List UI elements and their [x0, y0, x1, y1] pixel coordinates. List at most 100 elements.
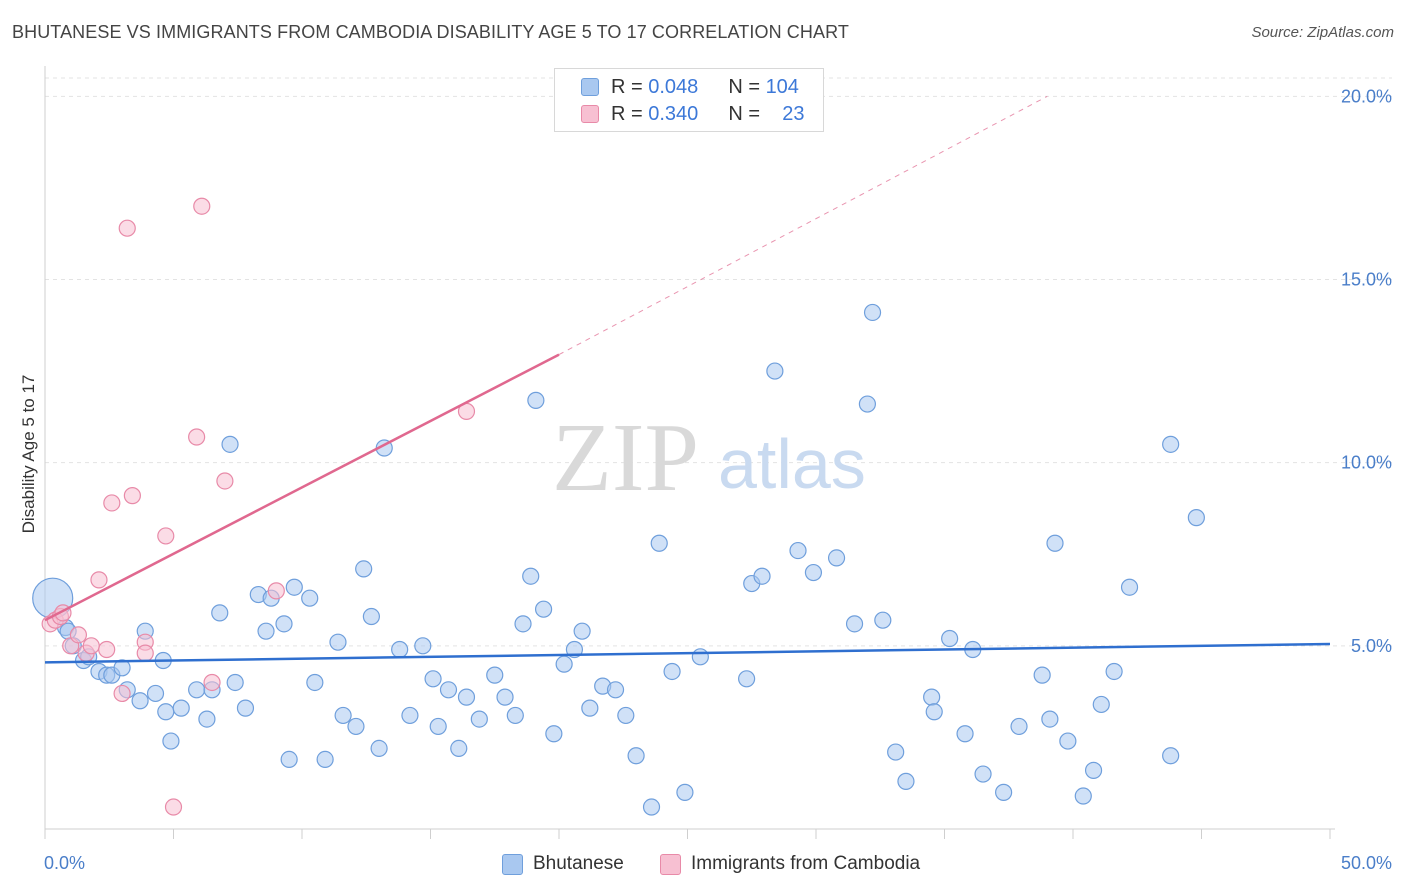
point-cambodia [157, 527, 175, 545]
y-tick-label: 10.0% [1341, 453, 1392, 473]
source-label: Source: ZipAtlas.com [1251, 24, 1394, 41]
point-bhutanese [897, 772, 915, 790]
point-bhutanese [1059, 732, 1077, 750]
point-bhutanese [188, 681, 206, 699]
point-bhutanese [424, 670, 442, 688]
point-bhutanese [486, 666, 504, 684]
point-bhutanese [650, 534, 668, 552]
chart-title: BHUTANESE VS IMMIGRANTS FROM CAMBODIA DI… [12, 22, 849, 42]
point-bhutanese [691, 648, 709, 666]
trendline-bhutanese [44, 642, 1331, 664]
bottom-legend-label: Immigrants from Cambodia [691, 853, 921, 874]
point-bhutanese [581, 699, 599, 717]
point-cambodia [103, 494, 121, 512]
point-bhutanese [450, 739, 468, 758]
point-bhutanese [858, 395, 877, 413]
bottom-legend-cambodia[interactable]: Immigrants from Cambodia [660, 851, 920, 877]
point-bhutanese [1010, 717, 1028, 736]
point-bhutanese [827, 549, 846, 567]
point-bhutanese [1162, 747, 1180, 765]
watermark-atlas: atlas [718, 425, 866, 503]
point-bhutanese [1084, 761, 1103, 779]
points-layer [32, 197, 1205, 816]
point-cambodia [267, 582, 285, 600]
point-bhutanese [280, 750, 298, 768]
point-cambodia [193, 197, 211, 215]
point-bhutanese [470, 710, 488, 728]
point-bhutanese [226, 673, 244, 692]
point-bhutanese [113, 659, 131, 677]
legend-n-value: 23 [782, 102, 805, 125]
legend: R = 0.048 N = 104 R = 0.340 N = 23 [554, 68, 824, 132]
point-bhutanese [676, 783, 694, 801]
bottom-legend-swatch-cambodia [660, 853, 681, 875]
point-bhutanese [275, 615, 293, 633]
point-bhutanese [974, 765, 992, 783]
point-bhutanese [347, 717, 365, 736]
point-bhutanese [738, 670, 756, 688]
point-bhutanese [941, 629, 959, 648]
point-bhutanese [874, 611, 892, 629]
point-bhutanese [329, 633, 347, 651]
point-bhutanese [789, 541, 807, 560]
legend-n-label: N = [728, 75, 760, 98]
legend-r-label: R = [611, 75, 643, 98]
legend-r-value: 0.048 [648, 75, 699, 98]
point-bhutanese [334, 706, 352, 725]
point-bhutanese [663, 662, 681, 681]
legend-n-label: N = [728, 102, 760, 125]
point-bhutanese [162, 732, 180, 750]
point-cambodia [123, 487, 141, 505]
x-tick-label: 50.0% [1341, 853, 1392, 873]
point-bhutanese [545, 725, 563, 743]
y-tick-label: 20.0% [1341, 86, 1392, 106]
point-bhutanese [514, 615, 532, 633]
point-bhutanese [306, 673, 324, 692]
point-bhutanese [1092, 695, 1110, 714]
point-bhutanese [221, 435, 239, 453]
legend-row-bhutanese: R = 0.048 N = 104 [581, 74, 799, 100]
point-bhutanese [925, 703, 943, 721]
legend-r-label: R = [611, 102, 643, 125]
point-bhutanese [257, 622, 275, 640]
point-bhutanese [555, 655, 573, 673]
point-bhutanese [522, 567, 540, 585]
bottom-legend-bhutanese[interactable]: Bhutanese [502, 851, 624, 877]
point-bhutanese [845, 615, 864, 633]
y-axis-label: Disability Age 5 to 17 [19, 375, 38, 534]
point-bhutanese [146, 684, 165, 703]
point-bhutanese [391, 640, 409, 659]
point-bhutanese [355, 560, 373, 578]
point-bhutanese [1162, 435, 1180, 453]
point-bhutanese [753, 567, 771, 585]
legend-n-value: 104 [765, 75, 799, 98]
trendline-cambodia [44, 353, 560, 622]
point-bhutanese [172, 699, 190, 717]
watermark-zip: ZIP [552, 404, 699, 512]
point-bhutanese [131, 692, 149, 710]
point-bhutanese [401, 706, 419, 725]
point-bhutanese [606, 681, 625, 699]
legend-swatch-cambodia [581, 105, 599, 123]
point-cambodia [113, 684, 131, 703]
point-bhutanese [429, 717, 447, 736]
point-bhutanese [627, 747, 645, 765]
point-bhutanese [211, 604, 229, 622]
trend-layer [44, 95, 1331, 664]
point-bhutanese [1074, 787, 1092, 805]
point-cambodia [164, 798, 183, 816]
legend-swatch-bhutanese [581, 78, 599, 96]
y-tick-label: 15.0% [1341, 269, 1392, 289]
point-bhutanese [573, 622, 591, 640]
point-bhutanese [457, 688, 476, 706]
point-bhutanese [362, 607, 380, 626]
point-bhutanese [863, 303, 882, 322]
y-tick-label: 5.0% [1351, 636, 1392, 656]
point-bhutanese [995, 783, 1013, 801]
point-bhutanese [1041, 710, 1059, 728]
point-bhutanese [1120, 578, 1139, 596]
point-cambodia [188, 428, 206, 446]
legend-row-cambodia: R = 0.340 N = 23 [581, 101, 804, 127]
point-bhutanese [236, 699, 255, 717]
